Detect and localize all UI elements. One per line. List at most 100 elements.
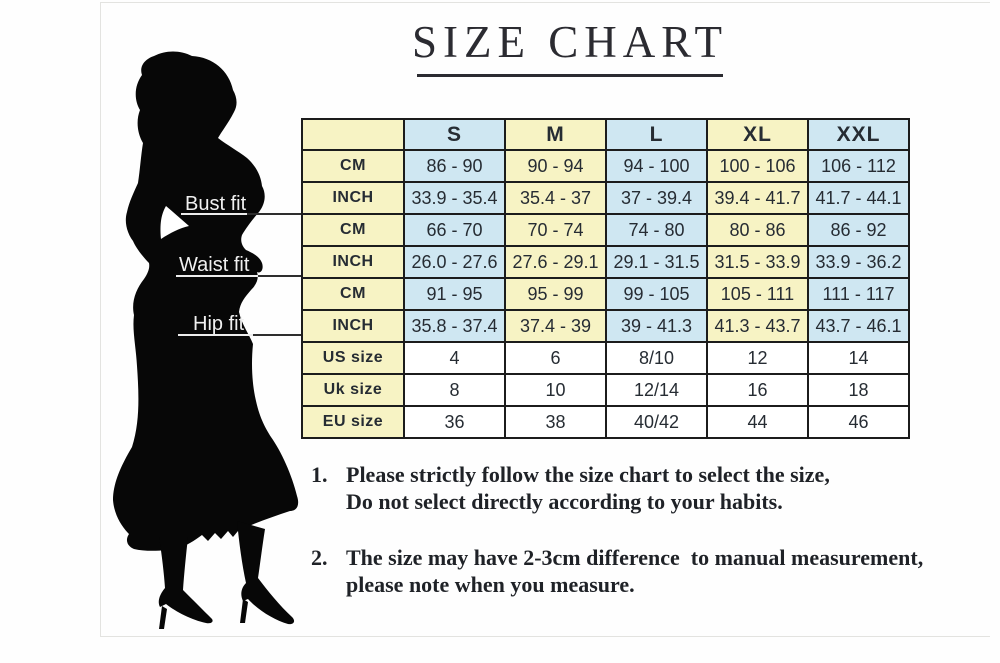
panel-border-left [100,2,101,637]
hip-fit-line-to-table [253,334,301,336]
bust-fit-label: Bust fit [185,193,247,215]
table-row: CM 86 - 90 90 - 94 94 - 100 100 - 106 106 - 1… [301,149,910,183]
value-cell: 39.4 - 41.7 [706,181,809,215]
table-row: INCH 26.0 - 27.6 27.6 - 29.1 29.1 - 31.5 31.… [301,245,910,279]
value-cell: 8 [403,373,506,407]
note-item: 1. Please strictly follow the size chart … [311,461,996,515]
value-cell: 111 - 117 [807,277,910,311]
value-cell: 37.4 - 39 [504,309,607,343]
value-cell: 39 - 41.3 [605,309,708,343]
note-item: 2. The size may have 2-3cm difference to … [311,544,996,598]
value-cell: 27.6 - 29.1 [504,245,607,279]
value-cell: 37 - 39.4 [605,181,708,215]
value-cell: 16 [706,373,809,407]
silhouette-right-heel [240,599,248,623]
waist-fit-line-to-table [258,275,301,277]
silhouette-left-leg [158,537,213,624]
value-cell: 8/10 [605,341,708,375]
silhouette-body [113,51,299,551]
value-cell: 90 - 94 [504,149,607,183]
size-table-body: CM 86 - 90 90 - 94 94 - 100 100 - 106 106 - 1… [301,149,910,439]
row-label-cell: CM [301,277,405,311]
value-cell: 29.1 - 31.5 [605,245,708,279]
value-cell: 86 - 92 [807,213,910,247]
panel-border-top [100,2,990,3]
value-cell: 99 - 105 [605,277,708,311]
value-cell: 31.5 - 33.9 [706,245,809,279]
hip-fit-label: Hip fit [193,313,245,335]
note-number: 1. [311,462,328,487]
value-cell: 6 [504,341,607,375]
size-table: S M L XL XXL CM 86 - 90 90 - 94 94 - 100 100 - 1… [301,118,910,439]
waist-fit-label: Waist fit [179,254,250,276]
value-cell: 4 [403,341,506,375]
value-cell: 26.0 - 27.6 [403,245,506,279]
notes-list: 1. Please strictly follow the size chart … [311,461,996,627]
note-text: Please strictly follow the size chart to… [346,462,830,514]
table-row: INCH 35.8 - 37.4 37.4 - 39 39 - 41.3 41.3 - … [301,309,910,343]
page-title: SIZE CHART [411,17,729,67]
size-column-header: S [403,118,506,151]
bust-fit-line-to-table [247,213,301,215]
silhouette-right-leg [237,521,295,625]
value-cell: 86 - 90 [403,149,506,183]
waist-fit-line-on-figure [176,275,258,277]
table-row: EU size 36 38 40/42 44 46 [301,405,910,439]
size-column-header: XL [706,118,809,151]
value-cell: 14 [807,341,910,375]
row-label-cell: INCH [301,245,405,279]
value-cell: 10 [504,373,607,407]
panel-border-bottom [100,636,990,637]
bust-fit-line-on-figure [181,213,247,215]
value-cell: 70 - 74 [504,213,607,247]
row-label-cell: CM [301,213,405,247]
value-cell: 33.9 - 36.2 [807,245,910,279]
value-cell: 36 [403,405,506,439]
table-row: US size 4 6 8/10 12 14 [301,341,910,375]
value-cell: 12/14 [605,373,708,407]
value-cell: 100 - 106 [706,149,809,183]
value-cell: 41.7 - 44.1 [807,181,910,215]
size-table-head: S M L XL XXL [301,118,910,151]
value-cell: 38 [504,405,607,439]
value-cell: 105 - 111 [706,277,809,311]
table-row: CM 66 - 70 70 - 74 74 - 80 80 - 86 86 - 92 [301,213,910,247]
value-cell: 44 [706,405,809,439]
value-cell: 33.9 - 35.4 [403,181,506,215]
value-cell: 94 - 100 [605,149,708,183]
value-cell: 12 [706,341,809,375]
value-cell: 80 - 86 [706,213,809,247]
silhouette-arm-gap [160,206,189,239]
value-cell: 91 - 95 [403,277,506,311]
title-underline [417,74,723,77]
row-label-cell: US size [301,341,405,375]
value-cell: 41.3 - 43.7 [706,309,809,343]
value-cell: 43.7 - 46.1 [807,309,910,343]
value-cell: 35.8 - 37.4 [403,309,506,343]
row-label-cell: EU size [301,405,405,439]
table-row: INCH 33.9 - 35.4 35.4 - 37 37 - 39.4 39.4 - … [301,181,910,215]
note-number: 2. [311,545,328,570]
row-label-cell: Uk size [301,373,405,407]
note-text: The size may have 2-3cm difference to ma… [346,545,924,597]
value-cell: 18 [807,373,910,407]
size-table-corner-cell [301,118,405,151]
hip-fit-line-on-figure [178,334,253,336]
value-cell: 95 - 99 [504,277,607,311]
value-cell: 74 - 80 [605,213,708,247]
size-column-header: XXL [807,118,910,151]
value-cell: 35.4 - 37 [504,181,607,215]
row-label-cell: INCH [301,309,405,343]
row-label-cell: INCH [301,181,405,215]
value-cell: 40/42 [605,405,708,439]
row-label-cell: CM [301,149,405,183]
value-cell: 66 - 70 [403,213,506,247]
table-row: CM 91 - 95 95 - 99 99 - 105 105 - 111 111 - 1… [301,277,910,311]
silhouette-left-heel [159,606,167,629]
value-cell: 106 - 112 [807,149,910,183]
table-row: Uk size 8 10 12/14 16 18 [301,373,910,407]
size-column-header: M [504,118,607,151]
value-cell: 46 [807,405,910,439]
